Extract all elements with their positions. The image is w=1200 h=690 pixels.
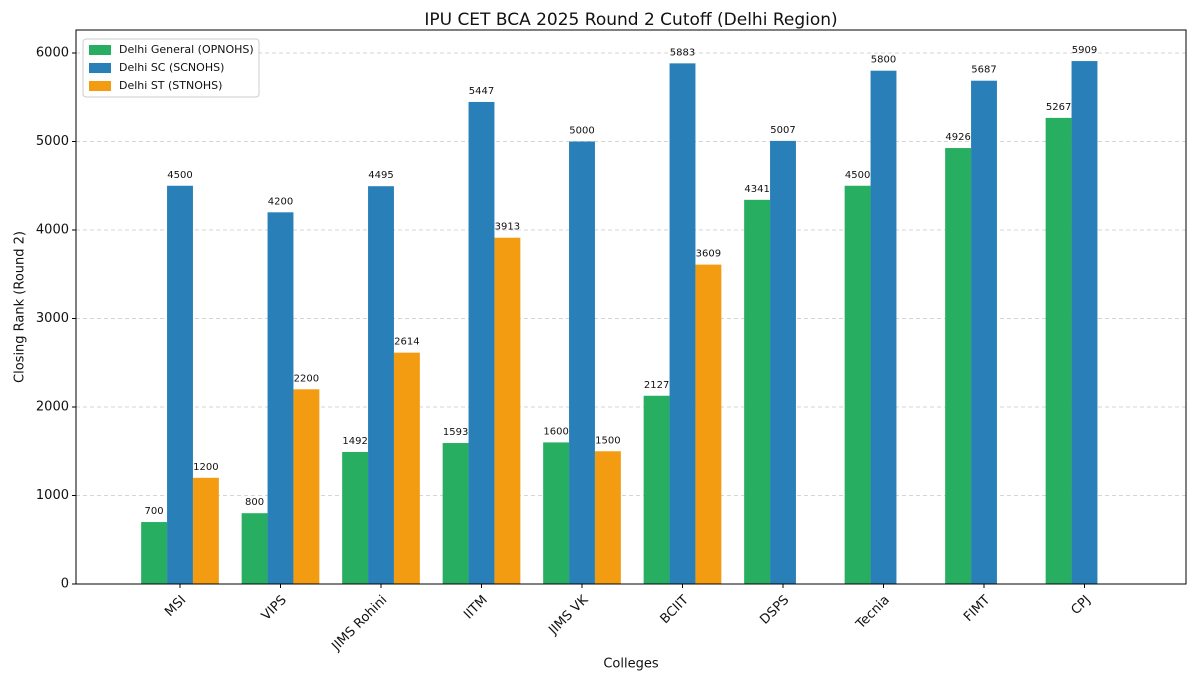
value-label: 4495 xyxy=(368,170,393,181)
value-label: 5000 xyxy=(569,126,594,137)
x-tick-label: Tecnia xyxy=(853,593,893,633)
y-axis-label: Closing Rank (Round 2) xyxy=(13,231,28,383)
value-label: 5267 xyxy=(1046,102,1071,113)
y-tick-label: 3000 xyxy=(36,311,69,326)
bar xyxy=(1071,61,1098,585)
plot-frame xyxy=(75,29,1187,585)
x-tick-label: BCIIT xyxy=(658,593,692,627)
value-label: 2200 xyxy=(294,373,319,384)
x-tick-label: VIPS xyxy=(259,593,290,624)
x-tick-label: JIMS VK xyxy=(546,592,592,638)
x-tick-label: DSPS xyxy=(757,593,792,628)
y-tick-label: 4000 xyxy=(36,223,69,238)
value-label: 3609 xyxy=(696,249,721,260)
value-label: 1600 xyxy=(543,426,568,437)
value-label: 1492 xyxy=(342,436,367,447)
value-label: 4926 xyxy=(945,132,970,143)
value-label: 4341 xyxy=(744,184,769,195)
y-tick-label: 5000 xyxy=(36,134,69,149)
bar xyxy=(870,70,897,584)
x-tick-label: FIMT xyxy=(961,593,993,625)
bar xyxy=(342,451,369,584)
legend-label: Delhi SC (SCNOHS) xyxy=(119,61,224,74)
legend-box xyxy=(82,38,260,98)
value-label: 3913 xyxy=(495,222,520,233)
y-tick-label: 1000 xyxy=(36,488,69,503)
legend-swatch xyxy=(89,45,111,55)
value-label: 1500 xyxy=(595,435,620,446)
chart-title: IPU CET BCA 2025 Round 2 Cutoff (Delhi R… xyxy=(424,10,837,30)
value-label: 5883 xyxy=(670,47,695,58)
bar xyxy=(368,186,394,584)
x-tick-label: MSI xyxy=(162,593,189,620)
bar xyxy=(167,185,193,584)
legend-swatch xyxy=(89,81,111,91)
value-label: 1200 xyxy=(193,462,218,473)
y-tick-label: 2000 xyxy=(36,400,69,415)
value-label: 4500 xyxy=(845,170,870,181)
bar xyxy=(293,389,320,584)
y-tick-label: 6000 xyxy=(36,46,69,61)
legend-label: Delhi General (OPNOHS) xyxy=(119,43,254,56)
value-label: 5007 xyxy=(770,125,795,136)
value-label: 800 xyxy=(245,497,264,508)
bar xyxy=(945,148,972,584)
x-tick-label: JIMS Rohini xyxy=(329,593,391,655)
value-label: 1593 xyxy=(443,427,468,438)
bar xyxy=(141,522,168,584)
value-label: 2127 xyxy=(644,380,669,391)
bar xyxy=(192,477,219,584)
bar xyxy=(241,513,268,584)
value-label: 5687 xyxy=(971,65,996,76)
value-label: 2614 xyxy=(394,337,419,348)
x-axis-label: Colleges xyxy=(603,657,659,672)
bar xyxy=(569,141,595,584)
bar xyxy=(594,451,621,584)
value-label: 5800 xyxy=(871,55,896,66)
bar xyxy=(669,63,696,585)
legend-swatch xyxy=(89,63,111,73)
bar xyxy=(494,237,521,584)
bar xyxy=(695,264,722,584)
bar xyxy=(267,212,294,584)
bar xyxy=(468,101,495,584)
value-label: 4200 xyxy=(268,196,293,207)
bar xyxy=(1045,117,1072,585)
value-label: 700 xyxy=(145,506,164,517)
value-label: 5447 xyxy=(469,86,494,97)
x-tick-label: CPJ xyxy=(1069,593,1094,618)
legend-label: Delhi ST (STNOHS) xyxy=(119,79,222,92)
bar xyxy=(770,140,796,585)
x-tick-label: IITM xyxy=(461,593,491,623)
bar xyxy=(744,199,771,584)
value-label: 5909 xyxy=(1072,45,1097,56)
bar xyxy=(971,80,997,584)
bar xyxy=(442,443,469,584)
y-tick-label: 0 xyxy=(61,577,69,592)
bar xyxy=(543,442,570,584)
bar xyxy=(393,352,420,584)
bar xyxy=(643,395,670,584)
value-label: 4500 xyxy=(167,170,192,181)
bar xyxy=(844,185,871,584)
